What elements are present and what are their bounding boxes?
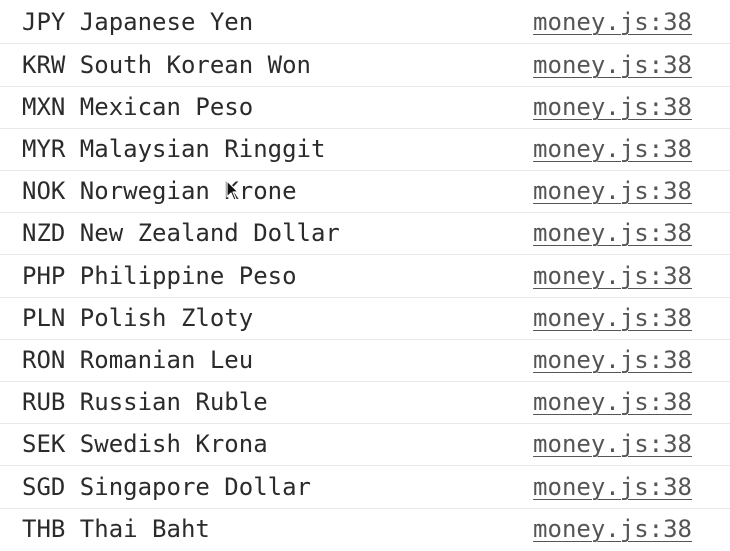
log-message: PLN Polish Zloty — [22, 304, 254, 332]
log-message: SEK Swedish Krona — [22, 430, 268, 458]
console-log-row: RON Romanian Leu money.js:38 — [0, 340, 730, 382]
log-message: NZD New Zealand Dollar — [22, 219, 340, 247]
source-link[interactable]: money.js:38 — [533, 219, 692, 247]
source-link[interactable]: money.js:38 — [533, 346, 692, 374]
source-link[interactable]: money.js:38 — [533, 93, 692, 121]
console-log-row: PHP Philippine Peso money.js:38 — [0, 256, 730, 298]
console-log-row: THB Thai Baht money.js:38 — [0, 509, 730, 551]
source-link[interactable]: money.js:38 — [533, 8, 692, 36]
source-link[interactable]: money.js:38 — [533, 304, 692, 332]
source-link[interactable]: money.js:38 — [533, 262, 692, 290]
console-log-row: RUB Russian Ruble money.js:38 — [0, 382, 730, 424]
source-link[interactable]: money.js:38 — [533, 473, 692, 501]
log-message: THB Thai Baht — [22, 515, 210, 543]
console-log-row: MYR Malaysian Ringgit money.js:38 — [0, 129, 730, 171]
mouse-pointer-icon — [226, 180, 239, 201]
console-log-row: SEK Swedish Krona money.js:38 — [0, 424, 730, 466]
console-log-row: KRW South Korean Won money.js:38 — [0, 45, 730, 87]
console-log-row: JPY Japanese Yen money.js:38 — [0, 2, 730, 44]
source-link[interactable]: money.js:38 — [533, 135, 692, 163]
source-link[interactable]: money.js:38 — [533, 515, 692, 543]
console-log-row: MXN Mexican Peso money.js:38 — [0, 87, 730, 129]
source-link[interactable]: money.js:38 — [533, 388, 692, 416]
log-message: KRW South Korean Won — [22, 51, 311, 79]
source-link[interactable]: money.js:38 — [533, 177, 692, 205]
source-link[interactable]: money.js:38 — [533, 430, 692, 458]
log-message: PHP Philippine Peso — [22, 262, 297, 290]
log-message: NOK Norwegian Krone — [22, 177, 297, 205]
log-message: JPY Japanese Yen — [22, 8, 254, 36]
console-log-row: NOK Norwegian Krone money.js:38 — [0, 171, 730, 213]
log-message: RUB Russian Ruble — [22, 388, 268, 416]
console-log-row: SGD Singapore Dollar money.js:38 — [0, 467, 730, 509]
source-link[interactable]: money.js:38 — [533, 51, 692, 79]
log-message: SGD Singapore Dollar — [22, 473, 311, 501]
console-log-row: PLN Polish Zloty money.js:38 — [0, 298, 730, 340]
console-log-row: NZD New Zealand Dollar money.js:38 — [0, 213, 730, 255]
log-message: MYR Malaysian Ringgit — [22, 135, 326, 163]
log-message: MXN Mexican Peso — [22, 93, 254, 121]
log-message: RON Romanian Leu — [22, 346, 254, 374]
